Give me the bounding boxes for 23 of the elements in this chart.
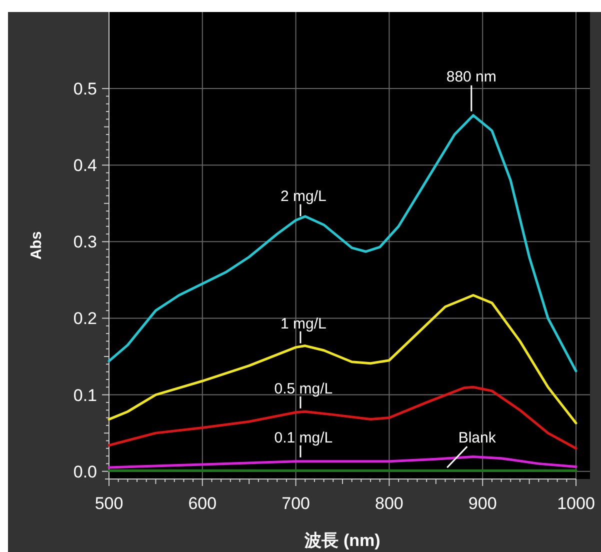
x-axis-title: 波長 (nm): [304, 531, 380, 550]
line-series: [108, 114, 578, 372]
y-tick-label: 0.4: [73, 156, 97, 176]
line-series: [108, 456, 578, 469]
y-tick-label: 0.1: [73, 386, 97, 405]
y-axis-title: Abs: [28, 231, 45, 260]
line-series: [108, 294, 578, 424]
y-tick-label: 0.3: [73, 232, 97, 252]
x-tick-label: 600: [188, 494, 217, 513]
y-tick-label: 0.5: [73, 80, 97, 99]
series-label: 0.1 mg/L: [274, 429, 333, 446]
x-tick-label: 800: [375, 494, 404, 513]
annotation: 880 nm: [446, 68, 496, 86]
y-tick-label: 0.2: [73, 309, 97, 328]
series-label: 2 mg/L: [280, 188, 326, 206]
x-tick-label: 700: [282, 494, 310, 513]
y-tick-label: 0.0: [73, 462, 97, 482]
series-label: 1 mg/L: [280, 315, 326, 332]
x-tick-label: 900: [468, 494, 497, 513]
x-tick-label: 1000: [557, 494, 595, 513]
series-label: 0.5 mg/L: [274, 380, 333, 398]
x-tick-label: 500: [94, 494, 124, 513]
series-label: Blank: [458, 430, 496, 447]
